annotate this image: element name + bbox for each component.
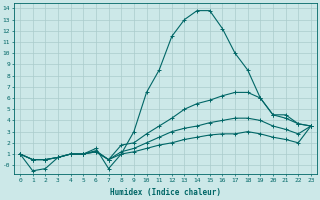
X-axis label: Humidex (Indice chaleur): Humidex (Indice chaleur) (110, 188, 221, 197)
